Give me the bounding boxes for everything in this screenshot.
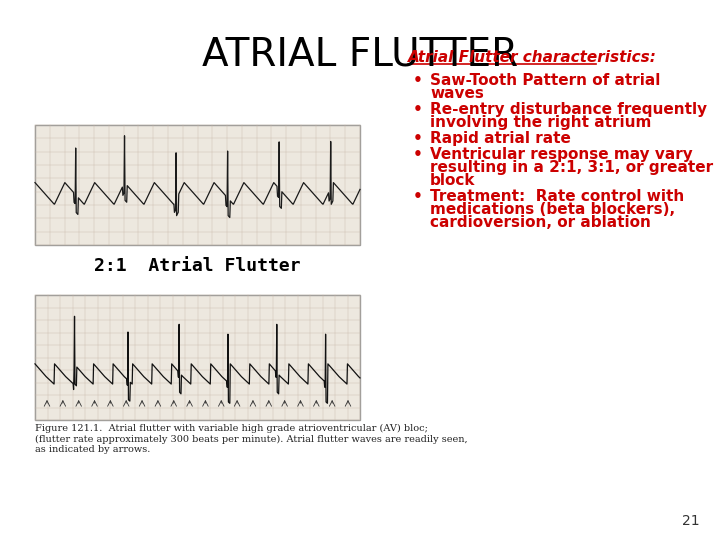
Text: ATRIAL FLUTTER: ATRIAL FLUTTER	[202, 35, 518, 73]
Text: Rapid atrial rate: Rapid atrial rate	[430, 131, 571, 146]
Text: •: •	[413, 102, 423, 117]
Text: •: •	[413, 131, 423, 146]
Text: Treatment:  Rate control with: Treatment: Rate control with	[430, 189, 684, 204]
Text: 2:1  Atrial Flutter: 2:1 Atrial Flutter	[94, 257, 300, 275]
Text: resulting in a 2:1, 3:1, or greater: resulting in a 2:1, 3:1, or greater	[430, 160, 713, 175]
Text: Re-entry disturbance frequently: Re-entry disturbance frequently	[430, 102, 707, 117]
Text: Saw-Tooth Pattern of atrial: Saw-Tooth Pattern of atrial	[430, 73, 660, 88]
Text: involving the right atrium: involving the right atrium	[430, 115, 652, 130]
Text: •: •	[413, 147, 423, 162]
Text: •: •	[413, 73, 423, 88]
Bar	[35, 125, 360, 245]
Text: •: •	[413, 189, 423, 204]
Text: Atrial Flutter characteristics:: Atrial Flutter characteristics:	[408, 50, 657, 65]
Bar	[35, 295, 360, 420]
Text: waves: waves	[430, 86, 484, 101]
Text: cardioversion, or ablation: cardioversion, or ablation	[430, 215, 651, 230]
Text: 21: 21	[683, 514, 700, 528]
Text: Ventricular response may vary: Ventricular response may vary	[430, 147, 693, 162]
Text: Figure 121.1.  Atrial flutter with variable high grade atrioventricular (AV) blo: Figure 121.1. Atrial flutter with variab…	[35, 424, 467, 454]
Text: block: block	[430, 173, 475, 188]
Text: medications (beta blockers),: medications (beta blockers),	[430, 202, 675, 217]
